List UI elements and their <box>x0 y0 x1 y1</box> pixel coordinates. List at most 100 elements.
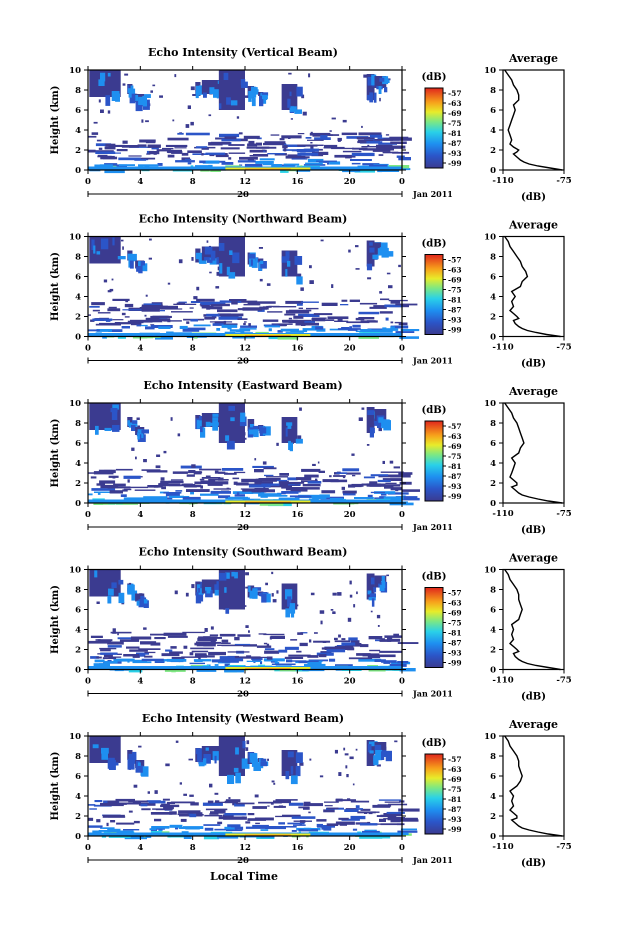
echo-cell <box>395 496 418 499</box>
echo-cell <box>234 826 244 830</box>
echo-cell <box>185 124 190 128</box>
echo-cell <box>228 665 245 667</box>
echo-cell <box>248 429 255 435</box>
echo-cell <box>117 256 126 260</box>
echo-cell <box>161 803 170 807</box>
x-tick-label: 20 <box>344 344 356 354</box>
echo-cell <box>375 748 379 752</box>
echo-cell <box>240 488 255 490</box>
echo-cell <box>112 237 115 246</box>
echo-cell <box>306 307 319 310</box>
echo-cell <box>288 440 291 450</box>
echo-cell <box>300 165 303 167</box>
echo-cell <box>123 829 140 831</box>
echo-cell <box>287 751 294 758</box>
echo-cell <box>309 639 312 643</box>
echo-cell <box>171 311 193 313</box>
echo-cell <box>206 589 211 594</box>
echo-cell <box>101 749 108 760</box>
echo-cell <box>210 490 231 494</box>
echo-cell <box>172 471 188 474</box>
colorbar-tick-label: -57 <box>448 755 462 764</box>
x-axis-title: Local Time <box>210 870 278 883</box>
echo-cell <box>300 632 308 634</box>
echo-cell <box>96 601 100 604</box>
echo-cell <box>192 153 208 155</box>
heatmap-field <box>88 70 412 174</box>
echo-cell <box>398 264 401 268</box>
echo-cell <box>375 639 381 642</box>
echo-cell <box>227 824 241 828</box>
echo-cell <box>385 317 389 321</box>
average-y-tick-label: 0 <box>490 832 496 842</box>
echo-cell <box>239 164 243 166</box>
echo-cell <box>209 154 215 157</box>
colorbar-tick-label: -63 <box>448 765 462 774</box>
echo-cell <box>255 161 274 164</box>
echo-cell <box>174 147 187 149</box>
echo-cell <box>318 160 337 163</box>
echo-cell <box>114 802 136 804</box>
y-tick-label: 6 <box>75 606 81 616</box>
echo-cell <box>382 460 385 464</box>
echo-cell <box>241 478 263 483</box>
echo-cell <box>123 654 140 657</box>
echo-cell <box>138 261 141 273</box>
echo-cell <box>301 301 319 303</box>
echo-cell <box>185 132 210 136</box>
echo-cell <box>191 584 195 589</box>
echo-cell <box>158 829 163 832</box>
echo-cell <box>287 477 298 481</box>
y-tick-label: 2 <box>75 646 81 656</box>
echo-cell <box>107 828 121 833</box>
echo-cell <box>277 336 299 340</box>
echo-cell <box>281 487 304 489</box>
echo-cell <box>284 646 299 650</box>
echo-cell <box>107 308 121 312</box>
echo-cell <box>307 139 324 141</box>
echo-cell <box>135 100 143 112</box>
echo-cell <box>268 305 280 308</box>
echo-cell <box>389 663 407 667</box>
echo-cell <box>203 641 221 644</box>
echo-cell <box>92 830 102 834</box>
echo-cell <box>167 154 175 158</box>
y-tick-label: 0 <box>75 666 81 676</box>
echo-cell <box>229 250 233 255</box>
echo-cell <box>369 242 373 246</box>
echo-cell <box>295 322 319 326</box>
echo-cell <box>342 150 362 153</box>
echo-cell <box>285 608 290 618</box>
echo-cell <box>137 434 146 442</box>
echo-cell <box>159 310 165 312</box>
echo-cell <box>123 497 146 500</box>
echo-cell <box>208 164 213 168</box>
echo-cell <box>207 481 229 485</box>
echo-cell <box>108 329 123 332</box>
echo-cell <box>152 808 167 810</box>
echo-cell <box>146 153 151 155</box>
echo-cell <box>295 752 303 763</box>
echo-cell <box>135 94 139 102</box>
echo-cell <box>385 134 390 136</box>
echo-cell <box>131 93 138 100</box>
average-y-tick-label: 6 <box>490 606 496 616</box>
echo-cell <box>250 656 271 658</box>
echo-cell <box>312 463 316 466</box>
echo-cell <box>204 814 223 817</box>
y-tick-label: 8 <box>75 752 81 762</box>
echo-cell <box>384 486 394 489</box>
echo-cell <box>361 407 365 410</box>
echo-cell <box>107 164 127 168</box>
echo-cell <box>363 74 368 78</box>
echo-cell <box>259 502 284 506</box>
echo-cell <box>335 664 353 667</box>
echo-cell <box>141 429 149 434</box>
echo-cell <box>91 488 116 491</box>
echo-cell <box>94 570 98 578</box>
average-y-tick-label: 4 <box>490 126 496 136</box>
echo-cell <box>220 313 244 317</box>
echo-cell <box>209 783 213 788</box>
echo-cell <box>317 461 320 464</box>
echo-cell <box>124 316 130 318</box>
